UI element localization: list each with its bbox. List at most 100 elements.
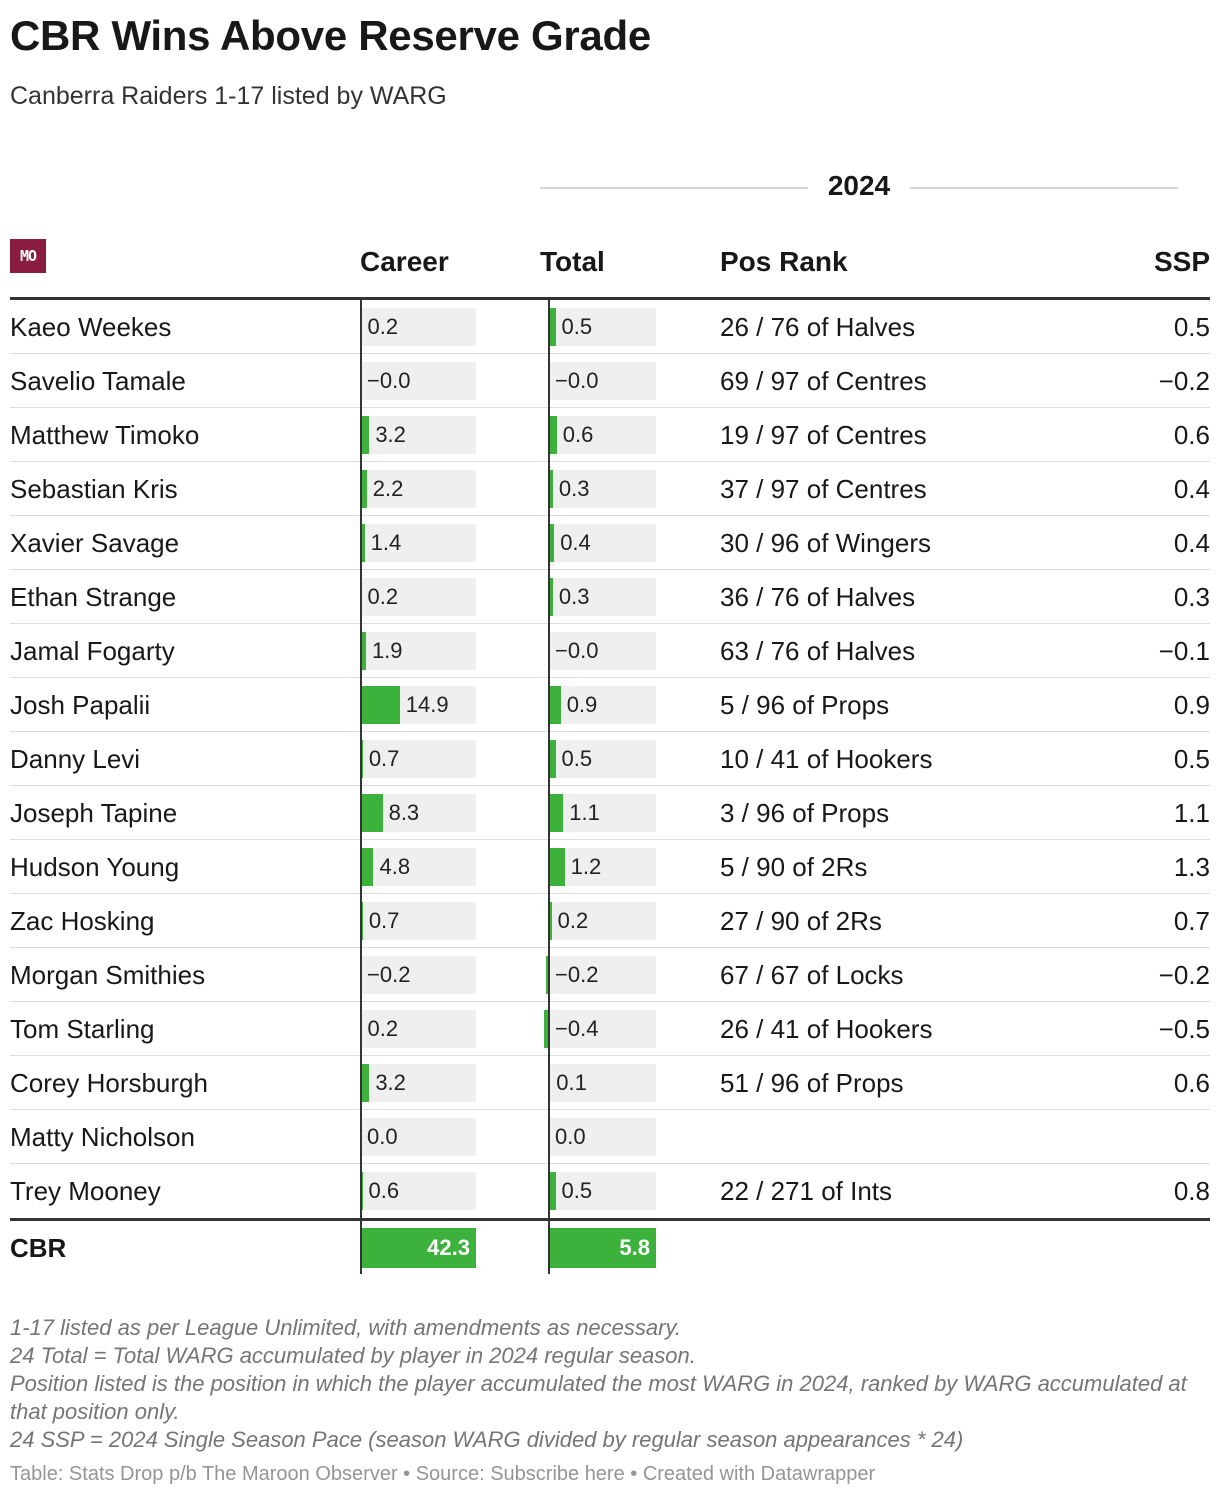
ssp-value: 1.3 [1173,852,1210,882]
total-bar-track: 0.5 [548,308,656,346]
pos-rank: 26 / 41 of Hookers [720,1014,933,1044]
table-row: Corey Horsburgh 3.2 0.1 51 / 96 of Props 0.6 [10,1056,1210,1110]
total-bar-track: 0.6 [548,416,656,454]
total-bar-track: 0.0 [548,1118,656,1156]
table-row: Sebastian Kris 2.2 0.3 37 / 97 of Centres 0.… [10,462,1210,516]
pos-rank: 30 / 96 of Wingers [720,528,931,558]
career-value: 0.2 [367,1016,399,1041]
career-bar-track: 0.0 [360,1118,476,1156]
player-name: Matthew Timoko [10,420,200,450]
table-row: Joseph Tapine 8.3 1.1 3 / 96 of Props 1.1 [10,786,1210,840]
player-name: Joseph Tapine [10,798,178,828]
header-total[interactable]: Total [540,246,605,277]
total-value: 0.5 [561,314,593,339]
pos-rank: 3 / 96 of Props [720,798,890,828]
total-value: 0.1 [556,1070,587,1095]
total-bar [543,1010,549,1048]
player-name: Xavier Savage [10,528,180,558]
career-bar-track: −0.2 [360,956,476,994]
pos-rank: 69 / 97 of Centres [720,366,927,396]
player-name: Kaeo Weekes [10,312,172,342]
group-rule-right [910,187,1178,189]
player-name: Savelio Tamale [10,366,186,396]
career-value: 4.8 [379,854,411,879]
total-total-bar: 5.8 [548,1228,656,1268]
career-bar-track: 8.3 [360,794,476,832]
total-bar-track: 0.3 [548,578,656,616]
header-career[interactable]: Career [360,246,449,277]
career-bar [361,416,370,454]
chart-title: CBR Wins Above Reserve Grade [10,12,651,59]
ssp-value: 1.1 [1173,798,1210,828]
ssp-value: −0.1 [1158,636,1210,666]
career-bar [361,524,365,562]
total-value: 0.2 [557,908,589,933]
total-bar-track: 0.9 [548,686,656,724]
career-axis-line [360,300,362,1274]
total-bar-track: 0.4 [548,524,656,562]
table-row: Jamal Fogarty 1.9 −0.0 63 / 76 of Halves −0.… [10,624,1210,678]
header-pos-rank[interactable]: Pos Rank [720,246,848,277]
total-value: 0.9 [566,692,598,717]
table-row: Xavier Savage 1.4 0.4 30 / 96 of Wingers 0.4 [10,516,1210,570]
total-bar-track: 0.5 [548,740,656,778]
career-bar [361,1064,370,1102]
pos-rank: 51 / 96 of Props [720,1068,904,1098]
pos-rank: 37 / 97 of Centres [720,474,927,504]
total-bar-track: −0.2 [546,956,656,994]
pos-rank: 67 / 67 of Locks [720,960,904,990]
total-bar-track: −0.0 [548,362,656,400]
player-name: Josh Papalii [10,690,151,720]
table-row: Trey Mooney 0.6 0.5 22 / 271 of Ints 0.8 [10,1164,1210,1218]
total-value: 0.0 [555,1124,586,1149]
total-bar [549,794,564,832]
table-row: Matthew Timoko 3.2 0.6 19 / 97 of Centres 0.… [10,408,1210,462]
career-bar-track: 0.7 [360,902,476,940]
chart-subtitle: Canberra Raiders 1-17 listed by WARG [10,82,447,110]
footnote-1: 1-17 listed as per League Unlimited, wit… [10,1315,681,1340]
total-bar [549,416,557,454]
total-bar [549,1172,556,1210]
career-bar-track: 1.9 [360,632,476,670]
total-value: −0.0 [555,638,599,663]
table-row: Josh Papalii 14.9 0.9 5 / 96 of Props 0.9 [10,678,1210,732]
total-rule [10,1218,1210,1221]
table-row: Hudson Young 4.8 1.2 5 / 90 of 2Rs 1.3 [10,840,1210,894]
pos-rank: 27 / 90 of 2Rs [720,906,882,936]
career-bar-track: 3.2 [360,1064,476,1102]
total-bar [546,956,549,994]
player-name: Zac Hosking [10,906,155,936]
career-bar-track: 1.4 [360,524,476,562]
ssp-value: −0.2 [1158,366,1210,396]
player-name: Sebastian Kris [10,474,178,504]
ssp-value: 0.7 [1173,906,1210,936]
career-value: 3.2 [375,1070,406,1095]
total-bar [549,308,556,346]
career-value: 1.4 [370,530,402,555]
total-career-bar: 42.3 [360,1228,476,1268]
career-bar-track: −0.0 [360,362,476,400]
ssp-value: 0.6 [1173,420,1210,450]
total-value: −0.4 [555,1016,599,1041]
table-row: Ethan Strange 0.2 0.3 36 / 76 of Halves 0.3 [10,570,1210,624]
career-value: 1.9 [371,638,403,663]
table-row: Zac Hosking 0.7 0.2 27 / 90 of 2Rs 0.7 [10,894,1210,948]
header-ssp[interactable]: SSP [1153,246,1210,277]
pos-rank: 5 / 90 of 2Rs [720,852,868,882]
career-bar [361,470,367,508]
total-bar-track: 0.2 [548,902,656,940]
player-name: Hudson Young [10,852,180,882]
player-name: Jamal Fogarty [10,636,175,666]
total-value: 0.5 [561,1178,593,1203]
total-value: 1.2 [570,854,602,879]
career-bar-track: 0.2 [360,1010,476,1048]
career-value: −0.2 [367,962,411,987]
total-value: 0.4 [560,530,591,555]
total-bar-track: 1.2 [548,848,656,886]
career-value: 0.2 [367,584,399,609]
career-bar-track: 2.2 [360,470,476,508]
pos-rank: 26 / 76 of Halves [720,312,916,342]
total-bar [549,848,565,886]
table-row: Danny Levi 0.7 0.5 10 / 41 of Hookers 0.5 [10,732,1210,786]
career-value: 0.7 [368,908,400,933]
